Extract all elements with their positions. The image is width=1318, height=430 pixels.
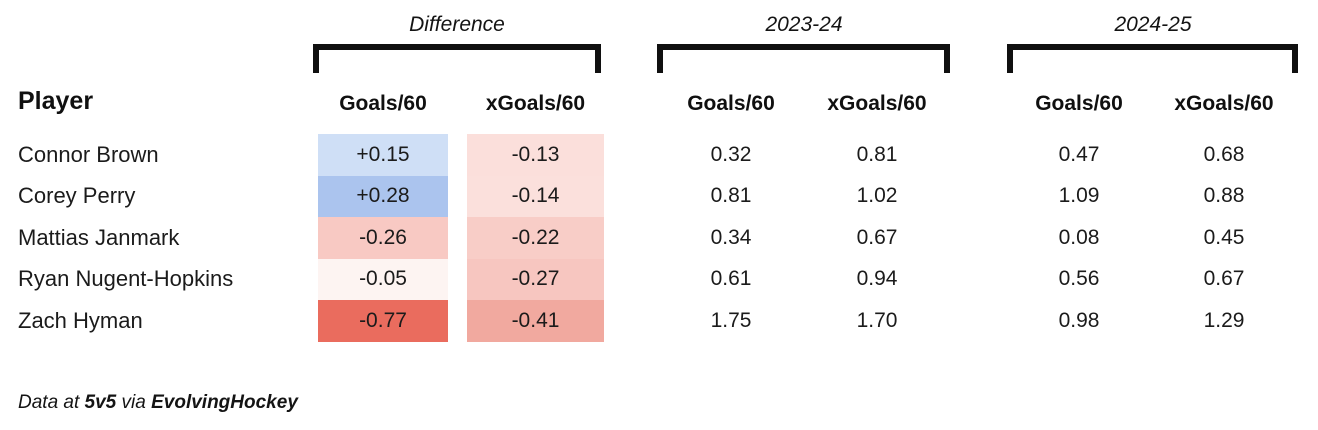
season-2023-24-bracket [657,44,950,73]
season2-goals-cell: 0.08 [1058,225,1100,249]
season1-xgoals60-header: xGoals/60 [827,92,927,115]
diff-xgoals-cell: -0.41 [467,300,604,342]
difference-goals60-header: Goals/60 [339,92,427,115]
table-row: Ryan Nugent-Hopkins -0.05 -0.27 0.61 0.9… [0,258,1318,300]
diff-xgoals-cell: -0.27 [467,258,604,300]
group-label-difference: Difference [409,13,505,36]
season2-xgoals-cell: 1.29 [1203,308,1245,332]
season2-xgoals-cell: 0.67 [1203,267,1245,291]
season2-goals-cell: 0.47 [1058,142,1100,166]
player-name: Mattias Janmark [18,224,180,250]
group-label-2024-25: 2024-25 [1114,13,1192,36]
season1-xgoals-cell: 1.02 [856,184,898,208]
season-2024-25-bracket [1007,44,1298,73]
diff-xgoals-cell: -0.22 [467,217,604,259]
season1-goals-cell: 0.32 [710,142,752,166]
diff-goals-cell: +0.15 [318,134,448,176]
table-row: Mattias Janmark -0.26 -0.22 0.34 0.67 0.… [0,217,1318,259]
diff-goals-cell: +0.28 [318,175,448,217]
table-row: Zach Hyman -0.77 -0.41 1.75 1.70 0.98 1.… [0,300,1318,342]
note-strength: 5v5 [84,392,117,413]
difference-bracket [313,44,601,73]
data-source-note: Data at 5v5 via EvolvingHockey [18,392,298,414]
difference-xgoals60-header: xGoals/60 [485,92,586,115]
player-name: Ryan Nugent-Hopkins [18,266,234,292]
season1-goals-cell: 0.34 [710,225,752,249]
note-via: via [121,392,146,413]
season1-goals-cell: 0.81 [710,184,752,208]
season2-goals-cell: 0.98 [1058,308,1100,332]
season1-xgoals-cell: 0.94 [856,267,898,291]
player-name: Zach Hyman [18,307,143,333]
diff-xgoals-cell: -0.14 [467,175,604,217]
season2-goals60-header: Goals/60 [1035,92,1123,115]
season2-xgoals-cell: 0.88 [1203,184,1245,208]
season1-xgoals-cell: 1.70 [856,308,898,332]
table-body: Connor Brown +0.15 -0.13 0.32 0.81 0.47 … [0,134,1318,342]
season2-xgoals-cell: 0.68 [1203,142,1245,166]
player-name: Connor Brown [18,141,159,167]
diff-xgoals-cell: -0.13 [467,134,604,176]
season1-xgoals-cell: 0.67 [856,225,898,249]
season2-xgoals-cell: 0.45 [1203,225,1245,249]
season1-goals60-header: Goals/60 [687,92,775,115]
group-label-2023-24: 2023-24 [765,13,843,36]
season1-xgoals-cell: 0.81 [856,142,898,166]
season1-goals-cell: 1.75 [710,308,752,332]
note-prefix: Data at [18,392,80,413]
diff-goals-cell: -0.26 [318,217,448,259]
season2-goals-cell: 0.56 [1058,267,1100,291]
diff-goals-cell: -0.05 [318,258,448,300]
diff-goals-cell: -0.77 [318,300,448,342]
player-column-header: Player [18,87,94,115]
season1-goals-cell: 0.61 [710,267,752,291]
note-source: EvolvingHockey [151,392,298,413]
table-row: Corey Perry +0.28 -0.14 0.81 1.02 1.09 0… [0,175,1318,217]
player-name: Corey Perry [18,183,136,209]
table-row: Connor Brown +0.15 -0.13 0.32 0.81 0.47 … [0,134,1318,176]
season2-xgoals60-header: xGoals/60 [1174,92,1274,115]
season2-goals-cell: 1.09 [1058,184,1100,208]
